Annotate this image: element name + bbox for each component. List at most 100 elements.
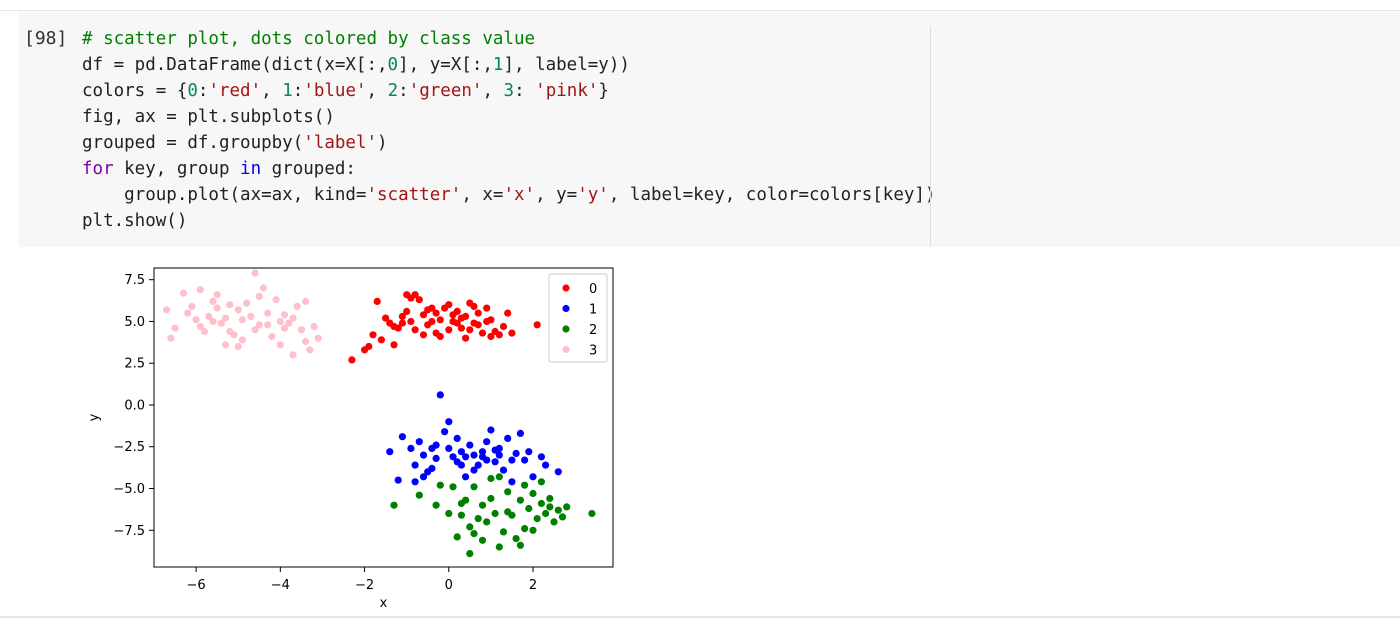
scatter-point <box>457 511 465 519</box>
scatter-point <box>264 321 272 329</box>
scatter-point <box>487 426 495 434</box>
code-token: : <box>197 81 209 101</box>
scatter-point <box>302 337 310 346</box>
code-token: 'red' <box>208 81 262 101</box>
code-line: group.plot(ax=ax, kind='scatter', x='x',… <box>82 182 935 208</box>
scatter-point <box>466 326 474 334</box>
scatter-point <box>504 488 512 496</box>
scatter-point <box>483 518 491 526</box>
scatter-point <box>457 448 465 456</box>
scatter-point <box>373 297 381 305</box>
code-token: grouped = df.groupby( <box>82 133 304 153</box>
scatter-point <box>302 297 310 305</box>
legend-marker <box>562 304 570 313</box>
scatter-point <box>403 307 411 315</box>
top-divider <box>0 10 1400 11</box>
code-token: , <box>261 81 283 101</box>
scatter-point <box>200 327 209 336</box>
scatter-point <box>419 473 428 481</box>
x-tick-label: −4 <box>271 578 290 593</box>
scatter-point <box>297 326 305 334</box>
scatter-point <box>563 503 571 511</box>
plot-frame <box>153 267 614 568</box>
scatter-point <box>255 321 263 329</box>
scatter-point <box>398 433 406 441</box>
scatter-point <box>478 329 487 337</box>
scatter-point <box>554 468 562 476</box>
scatter-point <box>529 473 537 481</box>
scatter-point <box>441 428 449 436</box>
code-token: 2 <box>387 81 399 101</box>
scatter-point <box>226 301 234 309</box>
code-token: # scatter plot, dots colored by class va… <box>82 29 536 49</box>
code-token: 'scatter' <box>366 185 462 205</box>
code-token: , <box>482 81 504 101</box>
scatter-point <box>457 324 465 332</box>
code-token: colors = { <box>82 81 188 101</box>
scatter-point <box>474 461 482 469</box>
scatter-point <box>508 478 516 486</box>
scatter-point <box>483 317 491 326</box>
code-token: grouped: <box>261 159 356 179</box>
code-editor[interactable]: # scatter plot, dots colored by class va… <box>82 26 935 234</box>
scatter-point <box>478 536 487 544</box>
y-tick-label: 7.5 <box>124 273 145 288</box>
scatter-point <box>478 501 487 509</box>
scatter-point <box>487 332 495 341</box>
scatter-point <box>222 341 230 349</box>
code-line: df = pd.DataFrame(dict(x=X[:,0], y=X[:,1… <box>82 52 935 78</box>
scatter-point <box>521 481 529 489</box>
scatter-point <box>470 483 478 491</box>
code-token: 3 <box>503 81 515 101</box>
scatter-point <box>462 473 470 481</box>
scatter-point <box>419 331 428 339</box>
scatter-point <box>483 304 491 312</box>
scatter-point <box>163 306 171 314</box>
legend-label: 0 <box>589 282 597 297</box>
code-token: , <box>366 81 388 101</box>
scatter-point <box>478 448 487 456</box>
code-token: } <box>598 81 609 101</box>
legend-marker <box>562 325 570 333</box>
scatter-point <box>542 461 550 469</box>
legend-label: 3 <box>589 344 597 359</box>
scatter-point <box>487 474 495 483</box>
code-cell[interactable]: [98] # scatter plot, dots colored by cla… <box>18 12 1400 247</box>
code-token: 'x' <box>503 185 536 205</box>
scatter-point <box>491 458 499 466</box>
scatter-point <box>516 496 524 504</box>
scatter-point <box>398 312 406 320</box>
scatter-point <box>432 501 440 509</box>
scatter-point <box>276 317 284 326</box>
scatter-point <box>419 451 428 459</box>
scatter-point <box>558 513 567 521</box>
scatter-point <box>209 297 217 305</box>
scatter-point <box>234 306 242 314</box>
scatter-plot: −6 −4 −2 0 2 7.5 5.0 2.5 0.0 −2.5 −5.0 −7.5 x y 0 1 2 3 <box>87 267 614 611</box>
scatter-point <box>234 342 242 351</box>
scatter-point <box>449 311 457 319</box>
scatter-point <box>483 438 491 446</box>
scatter-point <box>365 342 373 351</box>
code-token: 'green' <box>408 81 483 101</box>
scatter-point <box>525 448 533 456</box>
scatter-point <box>251 326 259 334</box>
code-token: 'blue' <box>303 81 367 101</box>
x-tick-label: 2 <box>529 578 537 593</box>
scatter-point <box>272 296 280 304</box>
scatter-point <box>411 326 419 334</box>
code-token: 0 <box>187 81 198 101</box>
scatter-point <box>314 334 322 342</box>
scatter-point <box>516 541 524 549</box>
scatter-point <box>369 331 377 339</box>
code-token: key, group <box>113 159 241 179</box>
scatter-point <box>453 533 461 541</box>
code-token: : <box>398 81 409 101</box>
legend-label: 1 <box>589 303 597 318</box>
scatter-point <box>453 458 461 466</box>
scatter-point <box>508 329 516 337</box>
scatter-point <box>470 466 478 474</box>
code-token: 'y' <box>577 185 609 205</box>
code-token: ], y=X[:, <box>398 55 493 75</box>
code-token: 1 <box>492 55 504 75</box>
